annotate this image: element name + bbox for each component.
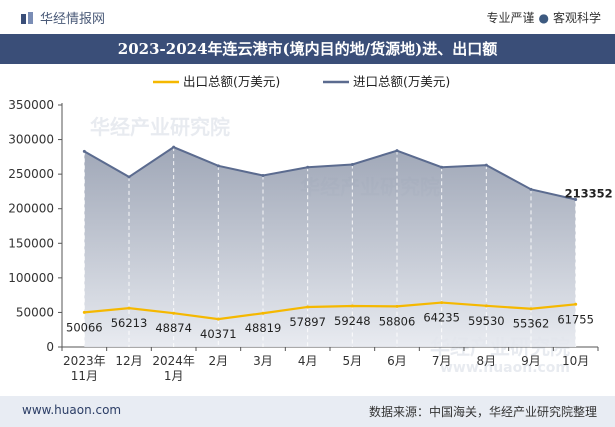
import-point <box>484 163 488 167</box>
logo-icon <box>21 11 33 24</box>
export-point <box>395 304 399 308</box>
x-tick-label: 6月 <box>387 354 407 368</box>
export-point <box>350 304 354 308</box>
legend-import-label: 进口总额(万美元) <box>353 74 450 89</box>
y-tick-label: 200000 <box>8 202 54 216</box>
chart-title: 2023-2024年连云港市(境内目的地/货源地)进、出口额 <box>117 40 498 58</box>
export-data-label: 50066 <box>66 320 103 334</box>
export-data-label: 57897 <box>289 315 326 329</box>
footer-url: www.huaon.com <box>22 403 122 417</box>
export-data-label: 64235 <box>423 311 460 325</box>
watermark-text: 华经产业研究院 <box>90 115 230 139</box>
export-point <box>127 306 131 310</box>
export-point <box>306 305 310 309</box>
export-data-label: 40371 <box>200 327 237 341</box>
title-bar: 2023-2024年连云港市(境内目的地/货源地)进、出口额 <box>0 34 615 64</box>
import-point <box>440 165 444 169</box>
import-point <box>216 164 220 168</box>
export-point <box>82 310 86 314</box>
x-tick-label: 9月 <box>521 354 541 368</box>
x-tick-label: 2024年 1月 <box>152 354 195 383</box>
export-data-label: 61755 <box>557 312 594 326</box>
export-data-label: 55362 <box>513 317 550 331</box>
import-point <box>350 162 354 166</box>
export-data-label: 48874 <box>155 321 192 335</box>
export-line <box>84 301 576 321</box>
import-point <box>172 145 176 149</box>
legend: 出口总额(万美元) 进口总额(万美元) <box>153 74 450 89</box>
import-point <box>574 197 578 201</box>
import-point <box>82 149 86 153</box>
y-tick-label: 50000 <box>16 305 54 319</box>
import-point <box>261 174 265 178</box>
brand: 华经情报网 <box>20 8 105 27</box>
watermark-url: www.huaon.com <box>440 360 570 376</box>
y-tick-label: 300000 <box>8 133 54 147</box>
x-tick-label-line: 2024年 <box>152 354 195 368</box>
import-point <box>529 187 533 191</box>
x-tick-label-line: 3月 <box>253 354 273 368</box>
top-bar: 华经情报网 专业严谨 ● 客观科学 <box>0 0 615 34</box>
export-point <box>574 302 578 306</box>
legend-export-label: 出口总额(万美元) <box>183 74 280 89</box>
import-point <box>306 165 310 169</box>
export-point <box>261 311 265 315</box>
footer: www.huaon.com 数据来源：中国海关，华经产业研究院整理 <box>0 396 615 427</box>
x-tick-label-line: 6月 <box>387 354 407 368</box>
y-tick-label: 350000 <box>8 98 54 112</box>
dot-separator: ● <box>538 11 549 25</box>
y-tick-label: 0 <box>46 340 54 354</box>
x-tick-label: 3月 <box>253 354 273 368</box>
x-tick-label-line: 1月 <box>164 369 184 383</box>
x-tick-label-line: 11月 <box>71 369 98 383</box>
export-data-label: 58806 <box>379 314 416 328</box>
x-tick-label-line: 10月 <box>562 354 589 368</box>
tagline: 专业严谨 ● 客观科学 <box>486 9 601 26</box>
x-tick-label-line: 9月 <box>521 354 541 368</box>
x-tick-label-line: 4月 <box>298 354 318 368</box>
x-tick-label: 2023年 11月 <box>63 354 106 383</box>
export-point <box>529 307 533 311</box>
x-tick-label-line: 7月 <box>432 354 452 368</box>
import-point <box>395 149 399 153</box>
x-tick-label-line: 2023年 <box>63 354 106 368</box>
import-data-label: 213352 <box>565 186 613 200</box>
x-tick-label: 8月 <box>477 354 497 368</box>
import-line <box>83 146 576 201</box>
import-area-fill <box>84 147 576 347</box>
x-tick-label-line: 8月 <box>477 354 497 368</box>
x-tick-label-line: 2月 <box>209 354 229 368</box>
import-area <box>84 147 576 347</box>
y-tick-label: 150000 <box>8 236 54 250</box>
y-tick-label: 100000 <box>8 271 54 285</box>
export-data-label: 59248 <box>334 314 371 328</box>
tagline-left: 专业严谨 <box>486 11 535 25</box>
x-tick-label-line: 12月 <box>115 354 142 368</box>
export-point <box>172 311 176 315</box>
footer-source: 数据来源：中国海关，华经产业研究院整理 <box>368 405 597 419</box>
x-tick-label: 5月 <box>343 354 363 368</box>
export-point <box>484 304 488 308</box>
export-data-label: 59530 <box>468 314 505 328</box>
chart: 华经产业研究院华经产业研究院华经产业研究院www.huaon.com 出口总额(… <box>8 74 613 383</box>
x-tick-label: 10月 <box>562 354 589 368</box>
x-tick-label-line: 5月 <box>343 354 363 368</box>
import-point <box>127 175 131 179</box>
guide-lines <box>83 147 577 347</box>
brand-name: 华经情报网 <box>40 12 106 27</box>
export-data-label: 48819 <box>245 321 282 335</box>
data-labels: 50066 56213 48874 40371 48819 57897 59248 58806… <box>66 186 613 341</box>
export-point <box>216 317 220 321</box>
export-point <box>440 301 444 305</box>
x-tick-label: 2月 <box>209 354 229 368</box>
series-lines <box>82 145 578 321</box>
tagline-right: 客观科学 <box>552 11 601 25</box>
x-tick-label: 12月 <box>115 354 142 368</box>
export-data-label: 56213 <box>111 316 148 330</box>
x-tick-label: 7月 <box>432 354 452 368</box>
x-tick-label: 4月 <box>298 354 318 368</box>
y-tick-label: 250000 <box>8 167 54 181</box>
